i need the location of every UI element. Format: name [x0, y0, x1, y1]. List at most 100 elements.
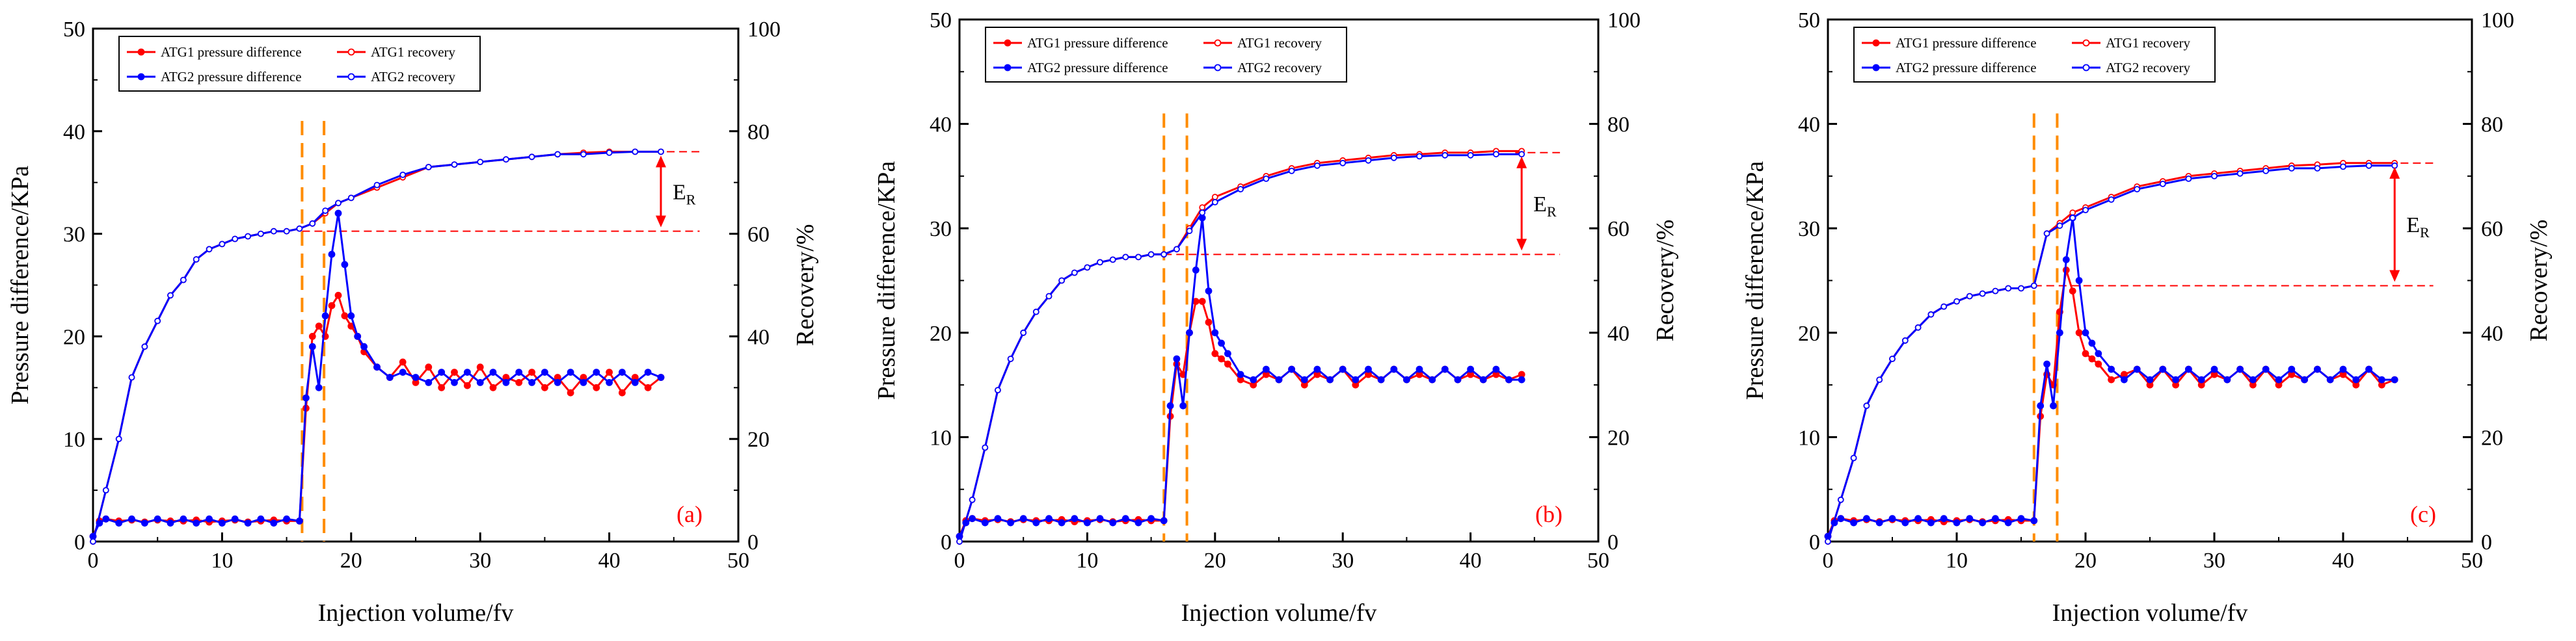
data-point — [476, 379, 484, 386]
data-point — [2197, 376, 2205, 384]
data-point — [90, 538, 96, 545]
data-point — [270, 228, 277, 235]
y2-tick-label: 40 — [2481, 322, 2503, 346]
data-point — [315, 322, 323, 330]
data-point — [2275, 376, 2283, 384]
y2-tick-label: 60 — [2481, 217, 2503, 241]
data-point — [1122, 254, 1129, 261]
data-point — [167, 292, 174, 299]
legend-entry: ATG1 pressure difference — [1896, 35, 2037, 51]
data-point — [1365, 365, 1372, 373]
data-point — [1416, 153, 1423, 160]
data-point — [2262, 167, 2270, 174]
data-point — [2095, 360, 2102, 368]
data-point — [1850, 519, 1858, 527]
x-tick-label: 0 — [954, 549, 965, 573]
data-point — [1914, 515, 1922, 523]
data-point — [1147, 251, 1155, 258]
data-point — [425, 379, 433, 386]
data-point — [354, 333, 362, 340]
data-point — [567, 369, 574, 376]
data-point — [2088, 355, 2096, 363]
legend-swatch-marker — [2082, 64, 2090, 72]
legend-entry: ATG2 recovery — [1237, 60, 1322, 75]
data-point — [193, 256, 200, 263]
data-point — [994, 515, 1002, 523]
y-tick-label: 0 — [1809, 530, 1820, 555]
series-line — [958, 300, 1522, 537]
data-point — [2223, 376, 2231, 384]
data-point — [270, 519, 278, 527]
legend-swatch-marker — [347, 73, 355, 81]
data-point — [2236, 170, 2244, 177]
er-subscript: R — [1547, 203, 1557, 220]
data-point — [1173, 355, 1181, 363]
data-point — [1084, 519, 1091, 527]
data-point — [115, 519, 123, 527]
x-tick-label: 20 — [340, 549, 362, 573]
legend-entry: ATG1 pressure difference — [1027, 35, 1168, 51]
data-point — [341, 261, 349, 268]
data-point — [619, 369, 626, 376]
data-point — [2004, 519, 2012, 527]
er-annotation: ER — [673, 181, 696, 208]
y-tick-label: 30 — [1798, 217, 1820, 241]
data-point — [2184, 365, 2192, 373]
plot-frame — [1827, 18, 2473, 543]
chart-panel-3: 0 10 20 30 40 5001020304050020406080100Inject… — [1741, 8, 2553, 627]
data-point — [1198, 298, 1206, 306]
data-point — [360, 343, 368, 350]
data-point — [347, 312, 355, 320]
legend-entry: ATG2 pressure difference — [161, 69, 302, 85]
data-point — [2326, 376, 2334, 384]
data-point — [167, 519, 174, 527]
data-point — [1237, 186, 1244, 192]
data-point — [1927, 311, 1935, 318]
data-point — [283, 515, 291, 523]
data-point — [1263, 365, 1270, 373]
y2-axis-label: Recovery/% — [1652, 220, 1679, 342]
data-point — [206, 246, 213, 253]
data-point — [1326, 376, 1334, 384]
data-point — [302, 394, 310, 402]
data-point — [1979, 519, 1987, 527]
data-point — [1441, 365, 1449, 373]
data-point — [2017, 515, 2025, 523]
data-point — [982, 444, 989, 451]
data-point — [412, 374, 420, 381]
data-point — [2069, 215, 2076, 222]
data-point — [1875, 519, 1883, 527]
y2-tick-label: 100 — [1607, 8, 1641, 33]
series-atg1-recovery — [956, 148, 1525, 545]
legend-box — [1853, 27, 2216, 83]
data-point — [1914, 324, 1922, 331]
data-point — [567, 389, 574, 397]
data-point — [1888, 515, 1896, 523]
legend-entry: ATG2 pressure difference — [1896, 60, 2037, 75]
panel-label: (c) — [2410, 501, 2436, 527]
series-atg2-recovery — [1825, 162, 2398, 545]
data-point — [2159, 180, 2166, 187]
data-point — [347, 194, 355, 202]
data-point — [1901, 337, 1909, 344]
er-annotation: ER — [2406, 213, 2430, 241]
data-point — [2185, 175, 2192, 182]
data-point — [1288, 167, 1295, 174]
data-point — [373, 181, 381, 189]
series-atg1-pressure-difference — [956, 298, 1525, 540]
data-point — [2134, 186, 2141, 192]
data-point — [321, 312, 329, 320]
data-point — [1161, 251, 1168, 258]
x-tick-label: 40 — [598, 549, 621, 573]
x-tick-label: 10 — [1946, 549, 1968, 573]
y2-tick-label: 80 — [2481, 113, 2503, 137]
data-point — [154, 317, 161, 324]
data-point — [1953, 298, 1960, 305]
y2-tick-label: 20 — [747, 428, 770, 452]
data-point — [1992, 287, 1999, 294]
data-point — [295, 517, 303, 525]
x-tick-label: 20 — [1204, 549, 1226, 573]
y2-tick-label: 80 — [747, 120, 770, 144]
legend-entry: ATG1 recovery — [2106, 35, 2191, 51]
data-point — [2030, 282, 2037, 289]
